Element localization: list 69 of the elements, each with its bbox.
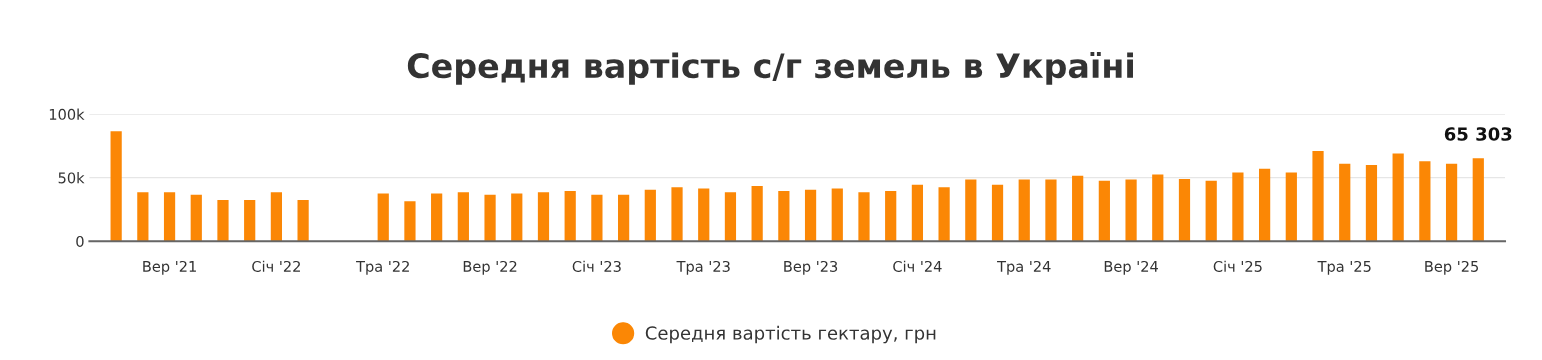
bar — [217, 199, 229, 242]
bar — [163, 192, 176, 242]
bar — [484, 194, 496, 242]
bar — [804, 189, 817, 242]
bar — [244, 199, 256, 242]
bar — [1472, 158, 1484, 242]
bar — [404, 201, 416, 242]
legend-label: Середня вартість гектару, грн — [645, 325, 936, 344]
chart-title: Середня вартість с/г земель в Україні — [407, 52, 1133, 85]
bar — [1232, 172, 1244, 242]
x-tick-label: Січ '25 — [1213, 260, 1262, 272]
x-tick-label: Вер '23 — [784, 260, 838, 275]
x-tick-label: Вер '22 — [463, 260, 517, 275]
bar — [1365, 164, 1378, 242]
bar — [457, 192, 469, 242]
bar — [698, 188, 710, 242]
bar — [724, 192, 737, 242]
bar — [1312, 150, 1324, 242]
x-tick-label: Тра '23 — [676, 260, 730, 275]
bar — [1152, 174, 1164, 242]
x-tick-label: Вер '21 — [143, 260, 196, 275]
y-tick-label: 0 — [76, 235, 84, 247]
bar — [1205, 180, 1217, 242]
bar — [431, 193, 443, 242]
bar — [1018, 179, 1030, 242]
bar — [858, 192, 870, 242]
y-tick-label: 50k — [58, 172, 85, 184]
bar — [1098, 180, 1110, 242]
bar — [965, 179, 977, 242]
bar — [671, 187, 683, 242]
bar — [618, 194, 630, 242]
x-tick-label: Вер '25 — [1425, 260, 1479, 275]
x-tick-label: Тра '22 — [356, 260, 409, 275]
bar — [938, 187, 950, 242]
x-tick-label: Січ '22 — [252, 260, 300, 272]
bar — [537, 192, 550, 242]
bar — [564, 191, 576, 242]
bar — [751, 185, 763, 242]
bar — [644, 189, 656, 242]
bar — [1392, 153, 1404, 242]
bar — [591, 194, 603, 242]
bar — [110, 131, 122, 242]
bar — [831, 188, 843, 242]
x-tick-label: Вер '24 — [1104, 260, 1158, 275]
bar — [1419, 161, 1431, 242]
bar — [1072, 175, 1084, 242]
bar — [1178, 178, 1191, 242]
data-label: 65 303 — [1444, 127, 1512, 141]
bar — [190, 194, 202, 242]
y-tick-label: 100k — [49, 108, 85, 120]
bar — [885, 191, 897, 242]
bar — [1125, 179, 1137, 242]
bar — [137, 192, 149, 242]
x-tick-label: Тра '24 — [997, 260, 1051, 275]
bar — [911, 184, 924, 242]
bar — [1045, 179, 1057, 242]
bar — [778, 191, 790, 242]
x-tick-label: Тра '25 — [1317, 260, 1371, 275]
bar — [1285, 172, 1297, 242]
x-tick-label: Січ '24 — [893, 260, 942, 272]
bar — [1445, 163, 1458, 242]
bar — [297, 199, 309, 242]
bar — [377, 193, 389, 242]
bar — [1339, 163, 1351, 242]
bar — [1259, 168, 1271, 242]
bar — [270, 192, 283, 242]
x-tick-label: Січ '23 — [572, 260, 621, 272]
bar — [991, 184, 1004, 242]
bar — [511, 193, 523, 242]
